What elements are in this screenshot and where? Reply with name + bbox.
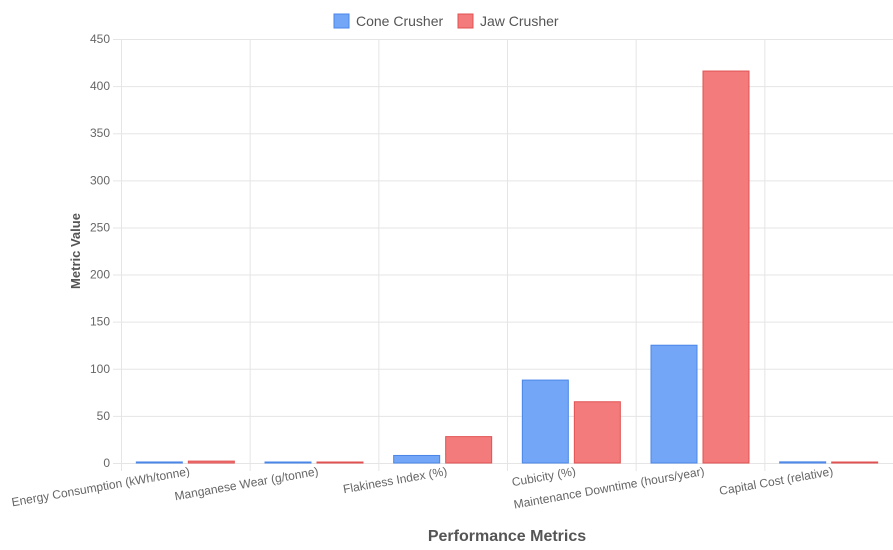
legend-swatch-cone-crusher[interactable] bbox=[333, 13, 350, 29]
bar-cone-crusher-manganese-wear-g-tonne[interactable] bbox=[264, 461, 312, 464]
bar-jaw-crusher-maintenance-downtime-hours-year[interactable] bbox=[702, 70, 750, 464]
y-tick-label: 0 bbox=[103, 456, 110, 470]
y-tick-label: 100 bbox=[90, 362, 110, 376]
bar-jaw-crusher-capital-cost-relative[interactable] bbox=[831, 461, 879, 464]
legend-label-jaw-crusher[interactable]: Jaw Crusher bbox=[480, 13, 559, 29]
bar-cone-crusher-flakiness-index[interactable] bbox=[393, 454, 441, 464]
y-tick-label: 300 bbox=[90, 173, 110, 187]
x-tick-label: Flakiness Index (%) bbox=[342, 464, 448, 496]
y-tick-label: 150 bbox=[90, 315, 110, 329]
legend[interactable]: Cone Crusher Jaw Crusher bbox=[333, 13, 559, 29]
x-axis-title: Performance Metrics bbox=[428, 528, 586, 545]
x-tick-label: Capital Cost (relative) bbox=[718, 464, 834, 498]
bar-cone-crusher-maintenance-downtime-hours-year[interactable] bbox=[650, 344, 698, 464]
bar-cone-crusher-energy-consumption-kwh-tonne[interactable] bbox=[135, 461, 183, 464]
bar-cone-crusher-capital-cost-relative[interactable] bbox=[779, 461, 827, 464]
y-tick-label: 450 bbox=[90, 32, 110, 46]
x-tick-label: Manganese Wear (g/tonne) bbox=[173, 464, 319, 503]
y-tick-label: 350 bbox=[90, 126, 110, 140]
y-tick-label: 400 bbox=[90, 79, 110, 93]
x-tick-label: Cubicity (%) bbox=[511, 464, 577, 489]
bar-jaw-crusher-flakiness-index[interactable] bbox=[445, 436, 493, 464]
x-tick-label: Energy Consumption (kWh/tonne) bbox=[10, 464, 190, 509]
y-tick-label: 250 bbox=[90, 220, 110, 234]
bar-jaw-crusher-manganese-wear-g-tonne[interactable] bbox=[316, 461, 364, 464]
grid bbox=[113, 39, 893, 471]
y-tick-label: 200 bbox=[90, 268, 110, 282]
y-tick-label: 50 bbox=[97, 409, 111, 423]
y-axis-title: Metric Value bbox=[68, 213, 83, 289]
bar-cone-crusher-cubicity[interactable] bbox=[521, 379, 569, 464]
bars bbox=[135, 70, 879, 464]
legend-label-cone-crusher[interactable]: Cone Crusher bbox=[356, 13, 443, 29]
bar-jaw-crusher-cubicity[interactable] bbox=[573, 401, 621, 464]
legend-swatch-jaw-crusher[interactable] bbox=[457, 13, 474, 29]
bar-jaw-crusher-energy-consumption-kwh-tonne[interactable] bbox=[187, 460, 235, 464]
